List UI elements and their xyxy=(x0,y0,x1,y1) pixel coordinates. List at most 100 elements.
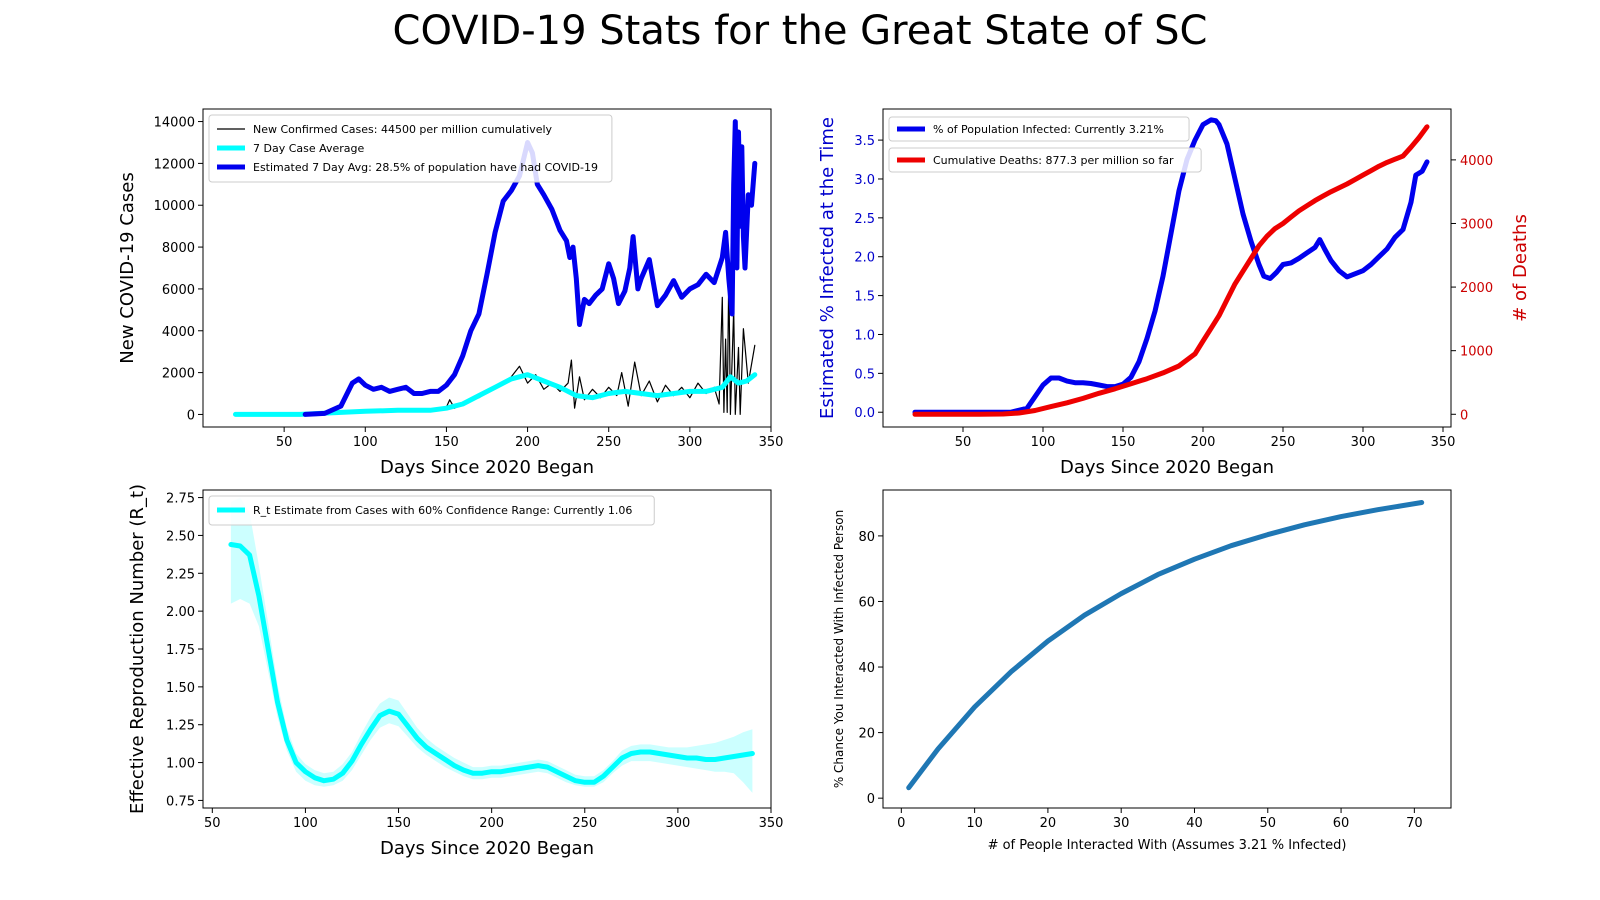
y-tick-label: 40 xyxy=(858,661,875,676)
axes-frame xyxy=(882,108,1452,428)
series-line-3 xyxy=(302,119,758,417)
x-axis-label: Days Since 2020 Began xyxy=(380,457,594,478)
y-tick-label: 3.5 xyxy=(854,134,875,149)
y-tick-label: 0.5 xyxy=(854,367,875,382)
chart-chance: 0 10 20 30 40 50 60 70 0 20 40 60 80 # of People Inte… xyxy=(832,489,1452,853)
x-tick-label: 20 xyxy=(1040,816,1057,831)
x-tick-label: 30 xyxy=(1113,816,1130,831)
series-line-1 xyxy=(228,542,755,785)
x-tick-label: 250 xyxy=(596,435,621,450)
x-tick-label: 150 xyxy=(386,816,411,831)
y-tick-label: 20 xyxy=(858,727,875,742)
series-line-1 xyxy=(912,117,1430,415)
x-tick-label: 200 xyxy=(515,435,540,450)
y-tick-label: 12000 xyxy=(154,157,195,172)
series-line-1 xyxy=(906,500,1425,791)
y-tick-label: 1.75 xyxy=(166,643,195,658)
y-tick-label: 2.0 xyxy=(854,251,875,266)
y-tick-label: 14000 xyxy=(154,116,195,131)
plot-area xyxy=(912,117,1430,417)
legend-label: Cumulative Deaths: 877.3 per million so … xyxy=(933,154,1174,167)
y-tick-label: 0 xyxy=(867,792,875,807)
x-tick-label: 50 xyxy=(1260,816,1277,831)
legend-label: 7 Day Case Average xyxy=(253,142,365,155)
series-line-2 xyxy=(912,124,1430,417)
y-axis-label: % Chance You Interacted With Infected Pe… xyxy=(832,510,846,788)
y2-tick-label: 2000 xyxy=(1460,281,1493,296)
chart-rt: 50 100 150 200 250 300 350 0.75 1.00 1.25 1.50 1.75… xyxy=(127,484,783,859)
x-tick-label: 50 xyxy=(955,435,972,450)
x-tick-label: 200 xyxy=(1191,435,1216,450)
y-tick-label: 1.5 xyxy=(854,290,875,305)
y-tick-label: 0.75 xyxy=(166,794,195,809)
y-tick-label: 1.25 xyxy=(166,719,195,734)
x-tick-label: 350 xyxy=(759,816,784,831)
legend-box xyxy=(208,114,613,183)
x-axis-label: # of People Interacted With (Assumes 3.2… xyxy=(988,838,1347,853)
legend-label: R_t Estimate from Cases with 60% Confide… xyxy=(253,504,632,517)
x-tick-label: 300 xyxy=(665,816,690,831)
legend-label: New Confirmed Cases: 44500 per million c… xyxy=(253,123,553,136)
x-tick-label: 150 xyxy=(434,435,459,450)
chart-cases: 50 100 150 200 250 300 350 0 2000 4000 6000 8000 100… xyxy=(117,108,784,478)
series-line-2 xyxy=(233,372,758,417)
y2-tick-label: 1000 xyxy=(1460,345,1493,360)
x-tick-label: 300 xyxy=(1351,435,1376,450)
page-title: COVID-19 Stats for the Great State of SC xyxy=(392,8,1208,54)
y-tick-label: 1.50 xyxy=(166,681,195,696)
x-tick-label: 70 xyxy=(1406,816,1423,831)
confidence-band xyxy=(230,497,753,793)
x-tick-label: 50 xyxy=(204,816,221,831)
legend-label: Estimated 7 Day Avg: 28.5% of population… xyxy=(253,161,598,174)
x-tick-label: 40 xyxy=(1186,816,1203,831)
x-tick-label: 300 xyxy=(677,435,702,450)
y-tick-label: 2.00 xyxy=(166,605,195,620)
x-tick-label: 50 xyxy=(276,435,293,450)
x-tick-label: 100 xyxy=(293,816,318,831)
y-tick-label: 1.0 xyxy=(854,328,875,343)
y2-tick-label: 0 xyxy=(1460,408,1468,423)
chart-infected: 50 100 150 200 250 300 350 0.0 0.5 1.0 1.5 2.0 2.5 3.… xyxy=(817,108,1531,478)
y-tick-label: 80 xyxy=(858,530,875,545)
x-tick-label: 10 xyxy=(966,816,983,831)
x-tick-label: 200 xyxy=(479,816,504,831)
y-tick-label: 2000 xyxy=(162,367,195,382)
y2-axis-label: # of Deaths xyxy=(1510,214,1531,322)
y-tick-label: 0 xyxy=(187,408,195,423)
plot-area xyxy=(228,497,755,793)
y-tick-label: 2.50 xyxy=(166,529,195,544)
x-axis-label: Days Since 2020 Began xyxy=(380,838,594,859)
y-tick-label: 1.00 xyxy=(166,757,195,772)
y-tick-label: 2.75 xyxy=(166,492,195,507)
y-tick-label: 2.5 xyxy=(854,212,875,227)
x-tick-label: 250 xyxy=(1271,435,1296,450)
legend-label: % of Population Infected: Currently 3.21… xyxy=(933,123,1164,136)
y-tick-label: 10000 xyxy=(154,199,195,214)
y-axis-label: Effective Reproduction Number (R_t) xyxy=(127,484,148,814)
y-tick-label: 4000 xyxy=(162,325,195,340)
y-tick-label: 0.0 xyxy=(854,406,875,421)
y-axis-label: Estimated % Infected at the Time xyxy=(817,117,838,419)
x-tick-label: 350 xyxy=(1431,435,1456,450)
axes-frame xyxy=(882,489,1452,809)
y-tick-label: 6000 xyxy=(162,283,195,298)
legend-box xyxy=(888,116,1190,142)
x-tick-label: 350 xyxy=(759,435,784,450)
y-tick-label: 8000 xyxy=(162,241,195,256)
x-tick-label: 150 xyxy=(1111,435,1136,450)
plot-area xyxy=(906,500,1425,791)
y2-tick-label: 4000 xyxy=(1460,154,1493,169)
y-tick-label: 60 xyxy=(858,595,875,610)
axes-frame xyxy=(202,108,772,428)
y-tick-label: 3.0 xyxy=(854,173,875,188)
y-axis-label: New COVID-19 Cases xyxy=(117,172,138,363)
x-tick-label: 0 xyxy=(897,816,905,831)
x-tick-label: 100 xyxy=(1031,435,1056,450)
x-tick-label: 60 xyxy=(1333,816,1350,831)
x-tick-label: 100 xyxy=(353,435,378,450)
plot-area xyxy=(233,119,758,417)
y-tick-label: 2.25 xyxy=(166,567,195,582)
y2-tick-label: 3000 xyxy=(1460,217,1493,232)
legend-box xyxy=(208,495,655,526)
